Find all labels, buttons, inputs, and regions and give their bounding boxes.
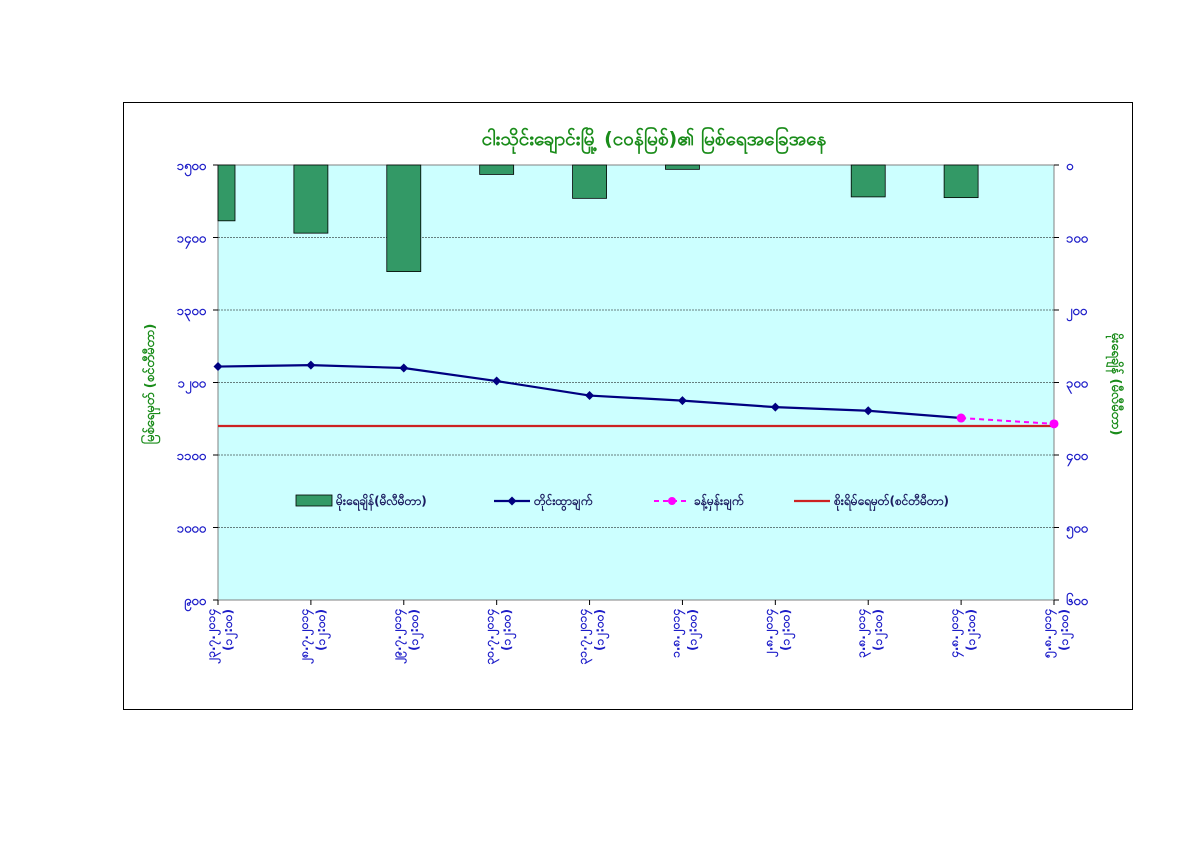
x-tick-label-time: (၁၂:၀၀) — [500, 609, 518, 651]
observed-point — [863, 406, 873, 416]
observed-point — [770, 402, 780, 412]
rainfall-bar — [386, 164, 422, 272]
legend-marker-forecast — [668, 497, 676, 505]
y-tick-left-label: ၁၂၀၀ — [178, 377, 207, 395]
forecast-point — [1049, 419, 1059, 429]
y-tick-right-label: ၁၀၀ — [1066, 232, 1089, 247]
x-tick-label-time: (၁၂:၀၀) — [685, 609, 703, 651]
y-tick-right-label: ၃၀၀ — [1066, 377, 1089, 395]
legend-label-observed: တိုင်းထွာချက် — [533, 492, 593, 512]
y-tick-left-label: ၁၄၀၀ — [177, 232, 207, 250]
rainfall-bar — [217, 164, 236, 222]
legend-label-warning: စိုးရိမ်ရေမှတ်(စင်တီမီတာ) — [833, 492, 949, 512]
x-tick-label-time: (၁၂:၀၀) — [314, 609, 332, 651]
x-tick-label-time: (၁၂:၀၀) — [871, 609, 889, 651]
x-tick-label-date: ၃၀.၇.၂၀၁၄ — [483, 609, 501, 665]
rainfall-bar — [293, 164, 329, 234]
rainfall-bar — [665, 164, 700, 170]
x-tick-label-date: ၁.၈.၂၀၁၄ — [668, 609, 686, 658]
x-tick-label-date: ၃၁.၇.၂၀၁၄ — [576, 609, 594, 665]
y-tick-right-label: ၆၀၀ — [1066, 592, 1089, 609]
y-tick-right-label: ၅၀၀ — [1066, 522, 1089, 540]
y-tick-left-label: ၁၅၀၀ — [177, 159, 207, 177]
x-tick-label-date: ၂၈.၇.၂၀၁၄ — [297, 609, 315, 665]
y-tick-right-label: ၀ — [1066, 159, 1074, 174]
forecast-line — [961, 417, 1055, 425]
x-tick-label-date: ၂.၈.၂၀၁၄ — [761, 609, 779, 658]
rainfall-bar — [850, 164, 886, 198]
y-tick-right-label: ၂၀၀ — [1066, 304, 1088, 322]
legend-marker-observed — [507, 496, 517, 506]
y-tick-right-label: ၄၀၀ — [1066, 449, 1089, 467]
y-tick-left-label: ၉၀၀ — [184, 594, 207, 612]
x-tick-label-time: (၁၂:၀၀) — [593, 609, 611, 651]
y-tick-left-label: ၁၀၀၀ — [177, 522, 207, 537]
y-tick-left-label: ၁၃၀၀ — [177, 304, 207, 322]
x-tick-label-time: (၁၂:၀၀) — [1057, 609, 1075, 651]
observed-point — [306, 360, 316, 370]
chart: ငါးသိုင်းချောင်းမြို့ (ငဝန်မြစ်)၏ မြစ်ရေ… — [140, 125, 1125, 665]
legend-swatch-rainfall — [295, 494, 333, 507]
legend-label-rainfall: မိုးရေချိန်(မီလီမီတာ) — [335, 492, 427, 512]
x-tick-label-time: (၁၂:၀၀) — [778, 609, 796, 651]
x-tick-label-date: ၄.၈.၂၀၁၄ — [947, 609, 965, 659]
observed-point — [492, 376, 502, 386]
observed-point — [213, 362, 223, 372]
forecast-point — [956, 413, 966, 423]
observed-point — [399, 363, 409, 373]
x-tick-label-date: ၃.၈.၂၀၁၄ — [854, 609, 872, 658]
rainfall-bar — [479, 164, 515, 175]
y-axis-left-label: မြစ်ရေမှတ် (စင်တီမီတာ) — [140, 324, 161, 445]
x-tick-label-time: (၁၂:၀၀) — [221, 609, 239, 651]
y-tick-left-label: ၁၁၀၀ — [177, 449, 207, 464]
x-tick-label-time: (၁၂:၀၀) — [964, 609, 982, 651]
rainfall-bar — [572, 164, 607, 199]
observed-point — [677, 396, 687, 406]
chart-frame: ငါးသိုင်းချောင်းမြို့ (ငဝန်မြစ်)၏ မြစ်ရေ… — [123, 102, 1133, 710]
x-tick-label-date: ၅.၈.၂၀၁၄ — [1040, 609, 1058, 659]
observed-point — [585, 391, 595, 401]
chart-title: ငါးသိုင်းချောင်းမြို့ (ငဝန်မြစ်)၏ မြစ်ရေ… — [482, 125, 827, 155]
y-axis-right-label: မိုးရေချိန် (မီလီမီတာ) — [1105, 333, 1125, 436]
rainfall-bar — [943, 164, 979, 199]
x-tick-label-date: ၂၉.၇.၂၀၁၄ — [390, 609, 408, 665]
legend-label-forecast: ခန့်မှန်းချက် — [694, 492, 744, 512]
x-tick-label-time: (၁၂:၀၀) — [407, 609, 425, 651]
x-tick-label-date: ၂၃.၇.၂၀၁၄ — [204, 609, 222, 665]
